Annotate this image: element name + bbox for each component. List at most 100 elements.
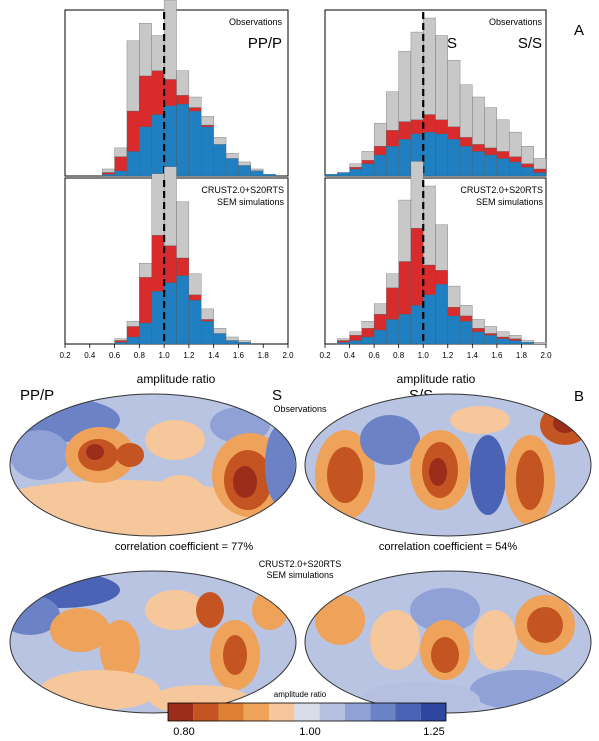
histogram-bar-red	[176, 95, 190, 105]
x-tick-labels-right: 0.2 0.4 0.6 0.8 1.0 1.2 1.4 1.6 1.8 2.0	[319, 351, 552, 360]
x-tick-label: 1.0	[159, 351, 171, 360]
histogram-bar-blue	[423, 131, 436, 177]
histogram-bar-blue	[176, 275, 190, 345]
annotation-observations-left: Observations	[229, 17, 283, 27]
x-tick-label: 2.0	[540, 351, 552, 360]
histogram-bar-blue	[151, 114, 165, 177]
x-tick-label: 0.8	[134, 351, 146, 360]
x-tick-label: 0.6	[369, 351, 381, 360]
map-outline	[304, 570, 592, 714]
histogram-bar-red	[349, 335, 362, 341]
histogram-bar-gray	[337, 338, 350, 341]
map-s-s-simulations	[305, 571, 591, 713]
histogram-bar-blue	[447, 315, 461, 345]
histogram-bar-gray	[102, 168, 115, 173]
map-title-s: S	[272, 387, 282, 404]
histogram-bar-red	[201, 124, 214, 127]
histogram-bar-blue	[163, 105, 177, 177]
x-axis-label-right: amplitude ratio	[397, 372, 476, 386]
histogram-bar-red	[114, 156, 128, 171]
histogram-bar-blue	[201, 321, 214, 345]
map-outline	[9, 570, 297, 714]
histogram-bar-gray	[459, 305, 473, 317]
x-tick-label: 1.4	[208, 351, 220, 360]
histogram-bar-blue	[435, 284, 448, 345]
x-tick-label: 1.6	[233, 351, 245, 360]
colorbar-swatch	[168, 703, 194, 721]
map-title-pp-p: PP/P	[20, 387, 54, 404]
histogram-bar-red	[188, 294, 202, 301]
histogram-bar-red	[509, 156, 522, 163]
histogram-bar-red	[373, 146, 387, 156]
histogram-bar-gray	[410, 31, 424, 120]
histogram-bar-gray	[201, 116, 214, 126]
histogram-bar-blue	[435, 133, 448, 177]
histogram-bar-gray	[447, 59, 461, 127]
histogram-bar-gray	[114, 147, 128, 157]
x-tick-label: 0.2	[319, 351, 331, 360]
label-pp-p: PP/P	[248, 35, 282, 52]
histogram-bar-red	[496, 151, 510, 159]
histogram-bar-blue	[361, 163, 375, 177]
histogram-bar-blue	[151, 291, 165, 345]
histogram-bar-blue	[163, 282, 177, 345]
x-tick-label: 0.2	[59, 351, 71, 360]
histogram-bar-gray	[496, 331, 510, 338]
histogram-bar-blue	[423, 294, 436, 345]
histogram-bar-blue	[114, 170, 128, 177]
histogram-bar-blue	[398, 314, 412, 345]
map-s-s-observations	[305, 394, 591, 536]
histogram-bar-gray	[472, 319, 485, 329]
histogram-bar-gray	[225, 336, 239, 341]
histogram-bar-gray	[361, 321, 375, 329]
histogram-bar-red	[151, 235, 165, 292]
histogram-pp-p-observations	[64, 0, 289, 177]
histogram-bar-blue	[521, 167, 534, 177]
histogram-bar-gray	[521, 340, 534, 343]
histogram-bar-blue	[484, 154, 498, 177]
histogram-bar-red	[126, 326, 140, 338]
histogram-bar-gray	[410, 161, 424, 229]
histogram-bar-blue	[349, 168, 362, 177]
histogram-bar-gray	[423, 185, 436, 266]
histogram-bar-blue	[472, 331, 485, 345]
x-tick-label: 0.8	[393, 351, 405, 360]
histogram-bar-gray	[472, 96, 485, 145]
histogram-bar-blue	[188, 110, 202, 177]
observations-label: Observations	[273, 404, 327, 414]
histogram-bar-red	[435, 270, 448, 285]
histogram-bar-red	[151, 70, 165, 115]
histogram-bar-red	[361, 160, 375, 164]
histogram-bar-gray	[496, 119, 510, 152]
x-tick-label: 1.2	[442, 351, 454, 360]
histogram-bar-red	[410, 119, 424, 135]
colorbar-swatch	[269, 703, 295, 721]
histogram-bar-blue	[250, 170, 264, 177]
histogram-bar-gray	[398, 199, 412, 262]
histogram-s-ss-observations	[324, 9, 547, 177]
histogram-bar-blue	[484, 335, 498, 345]
correlation-right: correlation coefficient = 54%	[379, 541, 518, 553]
colorbar-swatch	[294, 703, 320, 721]
histogram-bar-gray	[484, 326, 498, 334]
histogram-bar-red	[361, 328, 375, 338]
histogram-bar-red	[484, 333, 498, 336]
histogram-bar-red	[521, 163, 534, 168]
map-outline	[304, 393, 592, 537]
histogram-bar-gray	[126, 40, 140, 112]
histogram-bar-blue	[126, 336, 140, 345]
x-tick-label: 1.8	[258, 351, 270, 360]
histogram-bar-blue	[496, 338, 510, 345]
label-s-s: S/S	[518, 35, 542, 52]
panel-label-a: A	[574, 22, 584, 39]
colorbar-swatch	[395, 703, 421, 721]
histogram-bar-gray	[188, 96, 202, 108]
histogram-bar-gray	[361, 151, 375, 161]
histogram-bar-red	[373, 314, 387, 331]
histogram-bar-gray	[225, 153, 239, 159]
histogram-bar-red	[386, 287, 399, 320]
histogram-s-ss-simulations	[324, 161, 547, 348]
histogram-bar-blue	[225, 158, 239, 177]
colorbar-swatch	[218, 703, 244, 721]
